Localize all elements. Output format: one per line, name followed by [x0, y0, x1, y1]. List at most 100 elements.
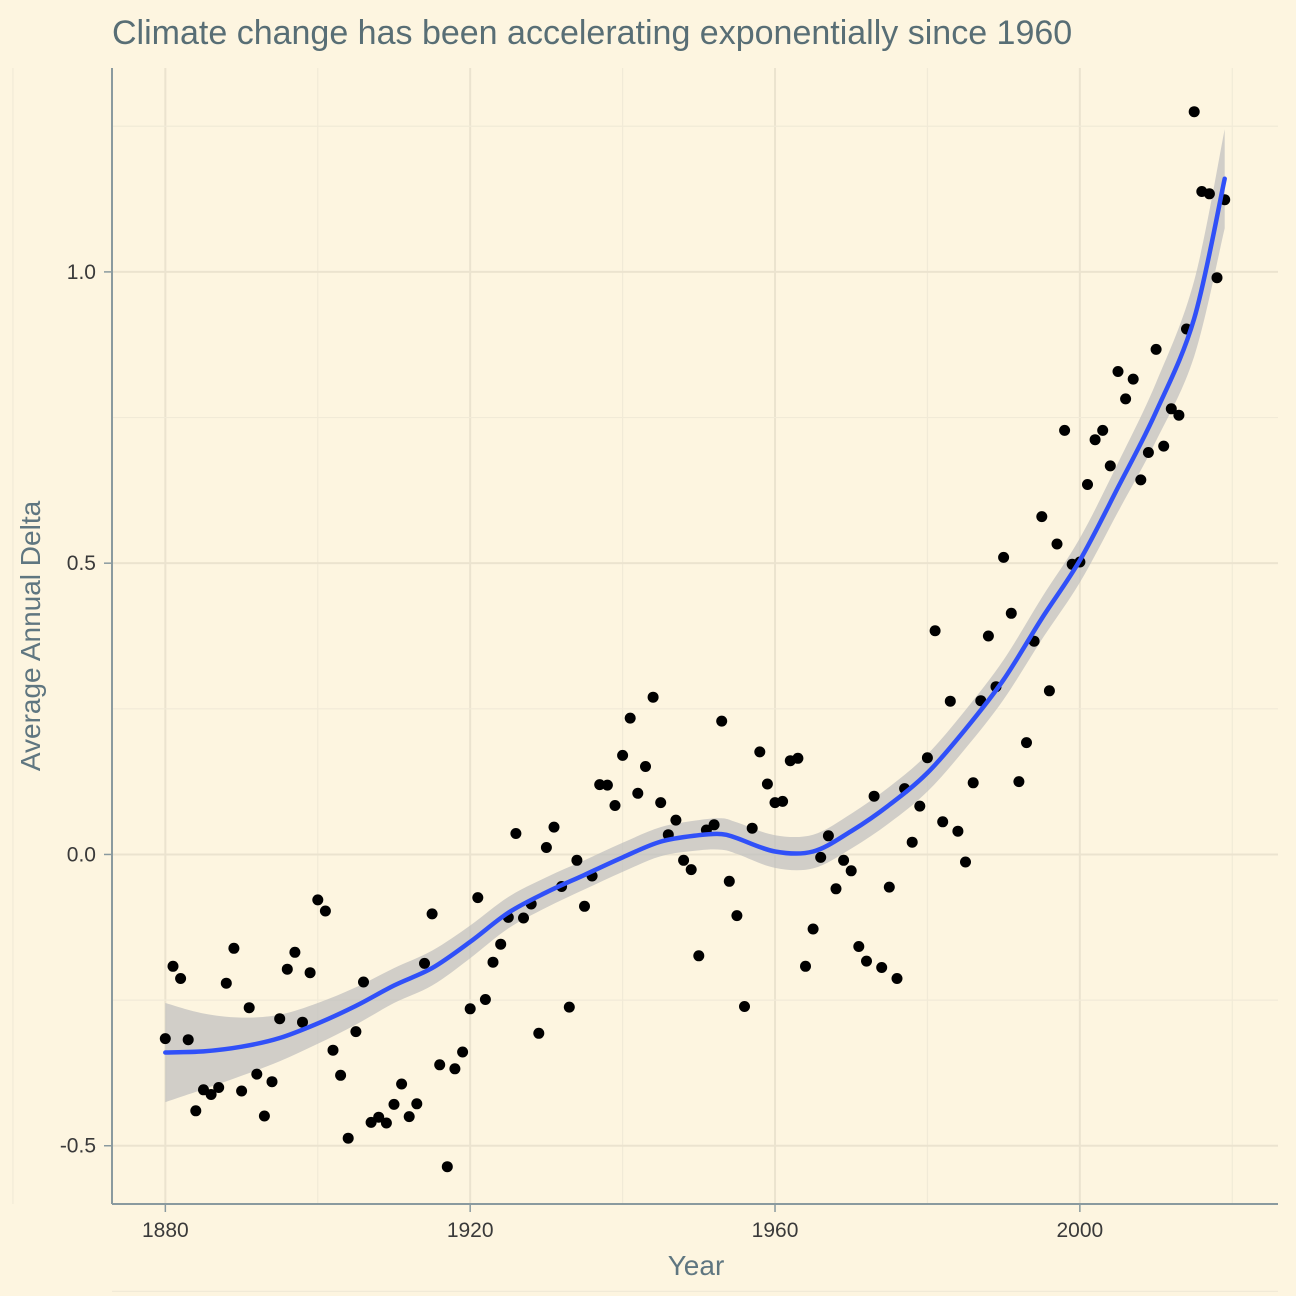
data-point: [213, 1082, 225, 1093]
data-point: [1203, 188, 1215, 200]
data-point: [441, 1161, 453, 1173]
data-point: [670, 814, 682, 826]
data-point: [495, 938, 507, 950]
x-axis-title: Year: [668, 1250, 725, 1281]
data-point: [777, 795, 789, 807]
data-point: [190, 1105, 202, 1117]
data-point: [380, 1117, 392, 1129]
data-point: [563, 1001, 575, 1013]
data-point: [617, 749, 629, 761]
data-point: [373, 1111, 385, 1123]
data-point: [358, 976, 369, 988]
data-point: [327, 1044, 339, 1056]
data-point: [982, 630, 994, 642]
data-point: [266, 1076, 278, 1088]
data-point: [403, 1111, 415, 1123]
data-point: [952, 825, 964, 837]
data-point: [274, 1013, 286, 1025]
data-point: [533, 1027, 545, 1039]
data-point: [655, 797, 667, 809]
data-point: [464, 1003, 476, 1015]
data-point: [921, 752, 933, 764]
data-point: [1158, 440, 1170, 452]
data-point: [243, 1002, 255, 1014]
data-point: [258, 1110, 270, 1122]
data-point: [548, 821, 560, 833]
data-point: [640, 761, 651, 772]
data-point: [228, 942, 240, 954]
data-point: [891, 973, 903, 984]
data-point: [807, 923, 819, 935]
data-point: [761, 778, 773, 790]
data-point: [1051, 538, 1063, 550]
x-axis-ticks: 1880 1920 1960 2000: [142, 1204, 1103, 1242]
x-tick-label: 1960: [752, 1219, 799, 1242]
data-point: [319, 905, 331, 917]
data-point: [800, 960, 811, 972]
y-tick-label: 0.5: [67, 552, 96, 575]
data-point: [1097, 424, 1109, 436]
data-point: [830, 883, 842, 895]
y-axis-title: Average Annual Delta: [15, 500, 46, 771]
data-point: [746, 822, 758, 834]
data-point: [297, 1016, 308, 1028]
data-point: [1082, 479, 1093, 490]
x-tick-label: 1920: [447, 1219, 494, 1242]
data-point: [647, 691, 659, 703]
data-point: [792, 752, 804, 764]
data-point: [434, 1059, 446, 1071]
data-point: [236, 1085, 248, 1097]
data-point: [609, 800, 621, 811]
smooth-line-layer: [163, 176, 1227, 1055]
data-point: [1135, 474, 1147, 486]
data-point: [1188, 106, 1200, 118]
data-point: [426, 908, 438, 920]
data-point: [540, 842, 552, 853]
data-point: [838, 854, 850, 866]
data-point: [998, 551, 1010, 563]
data-point: [1013, 776, 1025, 788]
data-point: [281, 963, 293, 975]
data-point: [1021, 737, 1032, 749]
data-point: [304, 967, 316, 979]
data-point: [1150, 343, 1162, 355]
data-point: [1089, 434, 1101, 446]
data-point: [906, 836, 918, 848]
data-point: [883, 881, 895, 893]
data-point: [251, 1068, 263, 1080]
data-point: [1059, 424, 1071, 436]
x-tick-label: 1880: [142, 1219, 189, 1242]
smooth-trend-line: [163, 176, 1227, 1055]
data-point: [678, 854, 690, 866]
data-point: [411, 1098, 423, 1110]
data-point: [1120, 393, 1132, 405]
data-point: [1043, 685, 1055, 697]
data-point: [220, 977, 232, 989]
data-point: [1165, 403, 1177, 415]
data-point: [1005, 607, 1017, 619]
data-point: [1127, 373, 1139, 385]
y-tick-label: 1.0: [67, 261, 96, 284]
data-point: [479, 994, 491, 1005]
data-point: [685, 864, 697, 876]
data-point: [723, 875, 735, 887]
data-point: [518, 912, 529, 924]
x-tick-label: 2000: [1056, 1219, 1103, 1242]
data-point: [167, 960, 179, 972]
data-point: [853, 941, 865, 952]
data-point: [739, 1001, 750, 1012]
data-point: [1036, 511, 1048, 523]
y-axis-ticks: -0.5 0.0 0.5 1.0: [60, 261, 112, 1158]
data-point: [1112, 366, 1124, 377]
data-point: [967, 777, 979, 789]
data-point: [929, 625, 941, 637]
data-point: [396, 1078, 408, 1090]
y-tick-label: -0.5: [60, 1135, 96, 1158]
data-point: [815, 851, 827, 863]
y-tick-label: 0.0: [67, 843, 96, 866]
data-point: [472, 892, 484, 904]
data-point: [342, 1132, 354, 1144]
data-point: [159, 1033, 171, 1045]
data-point: [388, 1098, 400, 1110]
